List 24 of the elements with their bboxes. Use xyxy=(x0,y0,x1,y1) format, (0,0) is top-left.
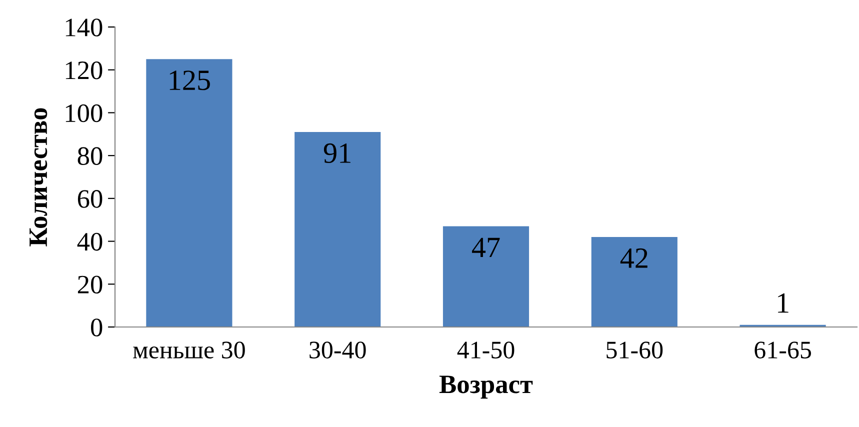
x-tick-label: 51-60 xyxy=(606,342,663,358)
y-tick-label: 20 xyxy=(78,276,102,294)
data-label: 91 xyxy=(324,143,350,164)
bar xyxy=(294,132,381,327)
x-tick-label: 30-40 xyxy=(310,342,366,358)
x-tick-label: меньше 30 xyxy=(133,342,245,358)
y-tick-label: 60 xyxy=(78,190,102,208)
data-label: 1 xyxy=(778,293,788,313)
y-tick-label: 80 xyxy=(78,147,102,165)
y-tick-label: 100 xyxy=(66,104,102,122)
data-label: 47 xyxy=(472,238,500,258)
y-tick-label: 120 xyxy=(66,61,102,80)
bar xyxy=(442,226,530,327)
x-tick-label: 61-65 xyxy=(754,342,811,358)
data-label: 42 xyxy=(620,248,648,268)
x-axis-title: Возраст xyxy=(439,376,533,399)
bar xyxy=(146,59,232,327)
data-label: 125 xyxy=(170,70,210,90)
bar xyxy=(591,237,678,327)
y-axis-title: Количество xyxy=(30,108,48,246)
y-tick-label: 140 xyxy=(66,18,102,36)
y-tick-label: 40 xyxy=(77,232,102,251)
x-tick-label: 41-50 xyxy=(457,342,514,358)
y-tick-label: 0 xyxy=(91,318,102,336)
